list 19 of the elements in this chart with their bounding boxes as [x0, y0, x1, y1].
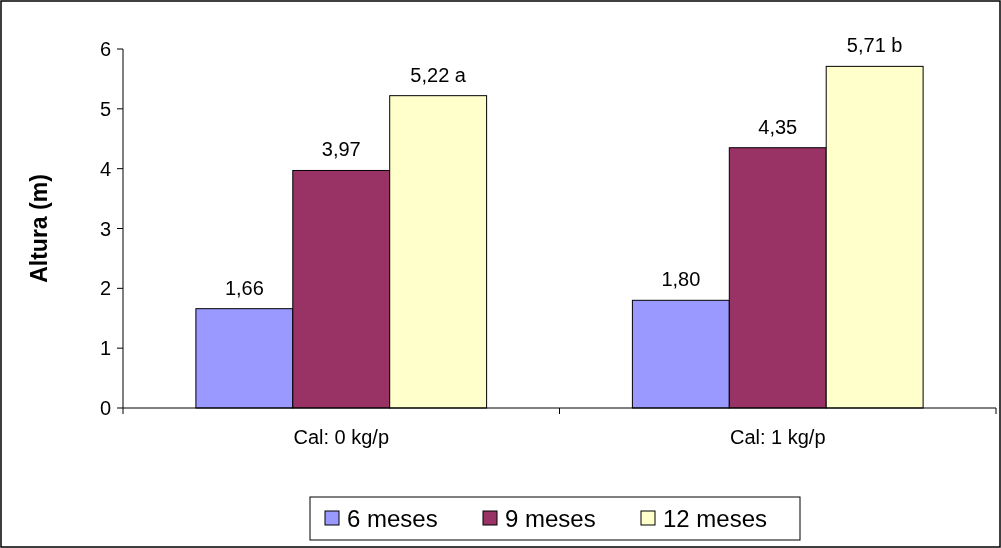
y-tick-label: 2	[99, 277, 111, 300]
data-label: 5,22 a	[410, 63, 467, 86]
y-tick-label: 1	[99, 337, 111, 360]
y-tick-label: 6	[99, 38, 111, 60]
y-tick-label: 0	[99, 397, 111, 419]
y-axis-title: Altura (m)	[26, 174, 52, 283]
data-label: 5,71 b	[846, 34, 903, 57]
y-tick-label: 4	[99, 157, 111, 180]
data-label: 4,35	[758, 115, 798, 138]
data-label: 1,80	[661, 268, 701, 291]
legend-label: 9 meses	[505, 505, 596, 533]
x-tick-label: Cal: 0 kg/p	[293, 426, 390, 448]
data-label: 1,66	[224, 276, 264, 299]
y-tick-label: 3	[99, 217, 111, 240]
data-label: 3,97	[321, 138, 361, 161]
y-tick-label: 5	[99, 97, 111, 120]
legend-label: 6 meses	[347, 505, 438, 533]
x-tick-label: Cal: 1 kg/p	[729, 426, 826, 448]
legend-label: 12 meses	[663, 505, 768, 533]
